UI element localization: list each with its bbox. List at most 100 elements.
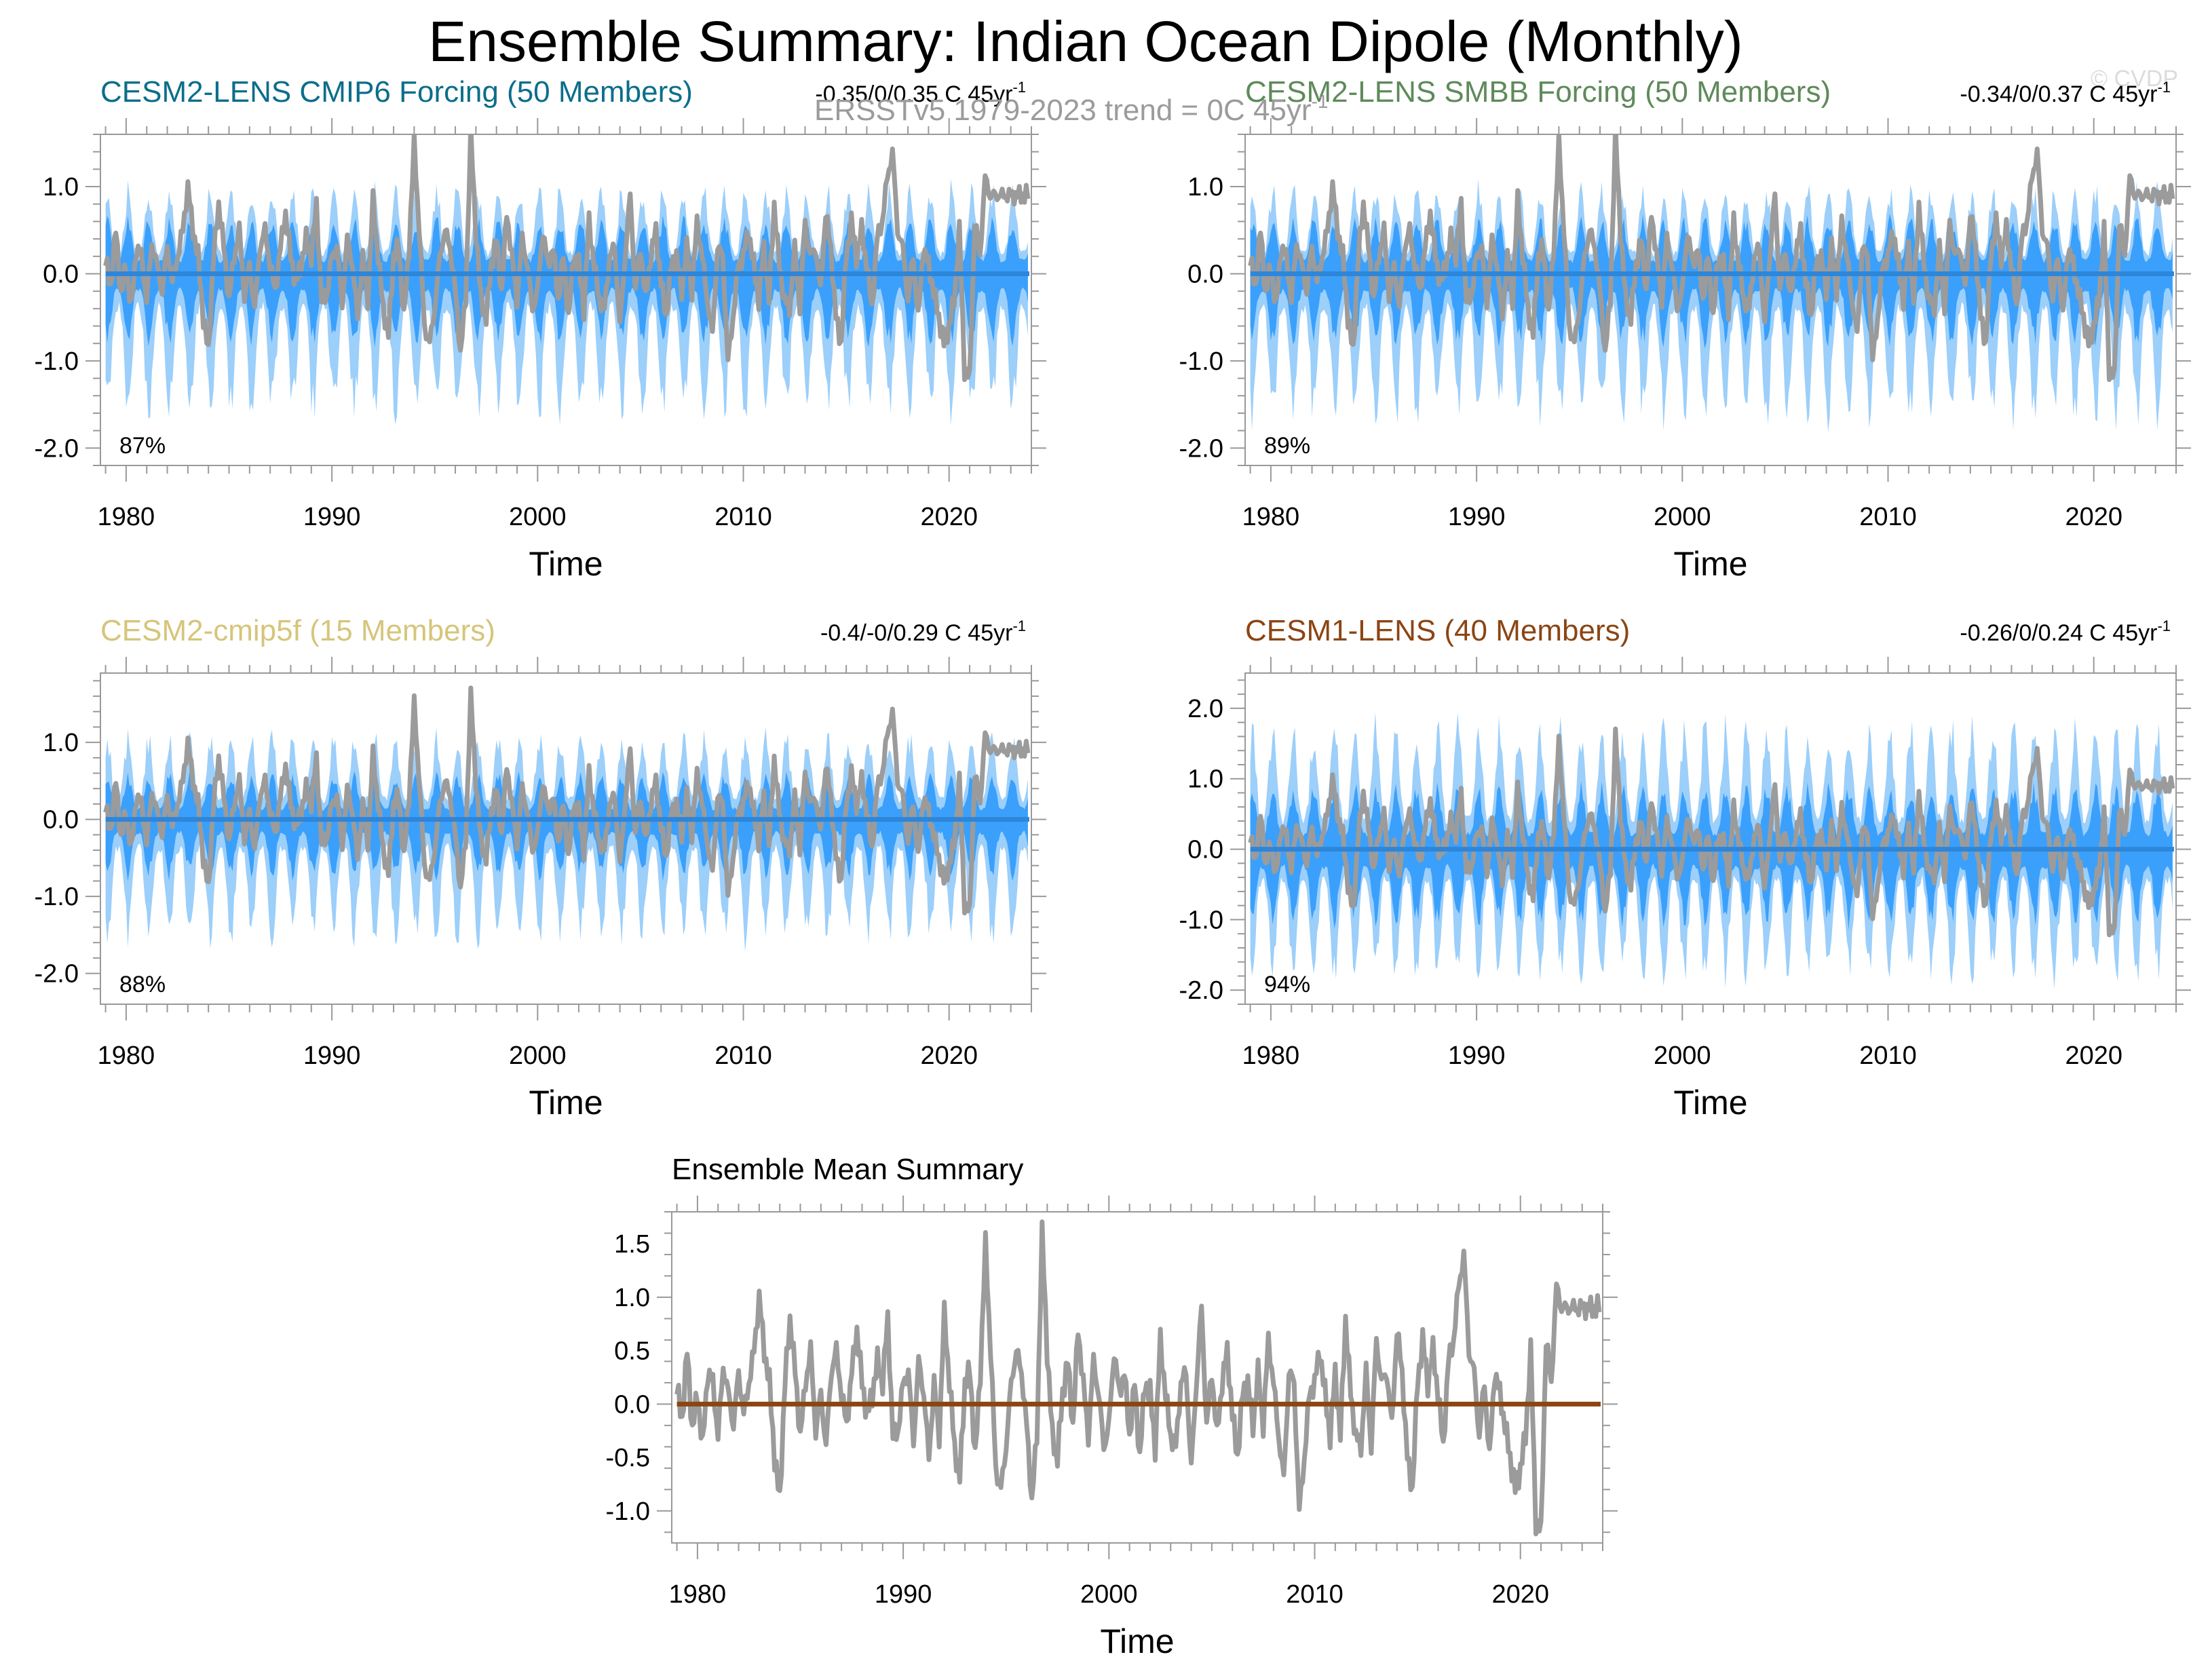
trend-range: -0.35/0/0.35 C 45yr-1 — [815, 79, 1026, 107]
y-tick-label: -1.0 — [1179, 347, 1223, 376]
x-tick-label: 2000 — [1654, 1042, 1711, 1070]
percent-label: 89% — [1264, 433, 1310, 459]
y-tick-label: 2.0 — [1187, 695, 1223, 723]
trend-range-exponent: -1 — [2157, 79, 2171, 96]
x-tick-label: 1990 — [303, 503, 361, 531]
y-tick-label: -2.0 — [35, 960, 79, 989]
trend-range-text: -0.26/0/0.24 C 45yr — [1960, 620, 2157, 646]
panel-p3: -2.0 -1.0 0.0 1.0 1980 1990 2000 2010 2020 Time CE… — [35, 614, 1046, 1122]
series-obs-line — [103, 134, 1031, 383]
panel-p4: -2.0 -1.0 0.0 1.0 2.0 1980 1990 2000 2010 2020 Tim… — [1179, 614, 2191, 1122]
x-axis-label: Time — [1673, 1084, 1747, 1122]
panel-title: CESM2-LENS CMIP6 Forcing (50 Members) — [100, 75, 693, 109]
trend-range-exponent: -1 — [1012, 617, 1026, 634]
obs-trend-note: ERSSTv5 1979-2023 trend = 0C 45yr-1 — [814, 91, 1328, 127]
x-tick-label: 2010 — [1859, 503, 1917, 531]
y-tick-label: -1.0 — [606, 1497, 650, 1526]
panel-p1: -2.0 -1.0 0.0 1.0 1980 1990 2000 2010 2020 Time CE… — [35, 75, 1046, 583]
x-tick-label: 2000 — [509, 503, 567, 531]
y-tick-label: 0.0 — [614, 1390, 650, 1419]
panel-title: CESM2-cmip5f (15 Members) — [100, 614, 495, 647]
series-obs-line — [1248, 726, 2175, 938]
x-axis-label: Time — [529, 545, 603, 583]
y-tick-label: 1.0 — [43, 173, 79, 202]
x-tick-label: 2010 — [1859, 1042, 1917, 1070]
plot-frame — [1244, 134, 2177, 466]
x-tick-label: 2000 — [1080, 1580, 1138, 1609]
trend-range: -0.34/0/0.37 C 45yr-1 — [1960, 79, 2171, 107]
y-tick-label: 0.0 — [1187, 836, 1223, 864]
panel-title: CESM2-LENS SMBB Forcing (50 Members) — [1245, 75, 1831, 109]
plot-area — [103, 134, 1031, 425]
trend-range: -0.4/-0/0.29 C 45yr-1 — [820, 617, 1026, 646]
y-tick-label: -1.0 — [35, 883, 79, 911]
x-tick-label: 2020 — [920, 503, 978, 531]
series-obs-line — [103, 685, 1031, 916]
x-tick-label: 2020 — [2065, 503, 2122, 531]
trend-range: -0.26/0/0.24 C 45yr-1 — [1960, 617, 2171, 646]
plot-frame — [1244, 672, 2177, 1005]
x-tick-label: 2000 — [509, 1042, 567, 1070]
plot-area — [674, 1219, 1602, 1537]
y-tick-label: -1.0 — [35, 347, 79, 376]
x-tick-label: 2020 — [2065, 1042, 2122, 1070]
panel-title: CESM1-LENS (40 Members) — [1245, 614, 1630, 647]
obs-trend-exponent: -1 — [1312, 91, 1329, 112]
y-tick-label: 1.5 — [614, 1230, 650, 1259]
x-tick-label: 1990 — [875, 1580, 932, 1609]
y-tick-label: 1.0 — [43, 729, 79, 757]
y-tick-label: 0.0 — [43, 260, 79, 288]
plot-area — [1248, 712, 2175, 989]
x-tick-label: 2020 — [920, 1042, 978, 1070]
y-tick-label: 0.5 — [614, 1337, 650, 1366]
figure-title: Ensemble Summary: Indian Ocean Dipole (M… — [428, 9, 1743, 73]
trend-range-text: -0.4/-0/0.29 C 45yr — [820, 620, 1012, 646]
copyright-watermark: © CVDP — [2091, 66, 2178, 92]
x-tick-label: 1990 — [303, 1042, 361, 1070]
percent-label: 87% — [119, 433, 166, 459]
y-tick-label: 0.0 — [43, 806, 79, 835]
x-tick-label: 1980 — [669, 1580, 727, 1609]
y-tick-label: -0.5 — [606, 1444, 650, 1472]
y-tick-label: -2.0 — [1179, 434, 1223, 463]
plot-frame — [671, 1211, 1603, 1544]
y-tick-label: 0.0 — [1187, 260, 1223, 288]
series-obs-line — [674, 1219, 1602, 1537]
x-tick-label: 2000 — [1654, 503, 1711, 531]
x-tick-label: 1980 — [1242, 1042, 1300, 1070]
obs-trend-text: ERSSTv5 1979-2023 trend = 0C 45yr — [814, 94, 1312, 127]
plot-frame — [100, 672, 1032, 1005]
x-tick-label: 1990 — [1448, 503, 1506, 531]
x-tick-label: 1980 — [1242, 503, 1300, 531]
x-axis-label: Time — [529, 1084, 603, 1122]
plot-area — [103, 685, 1031, 952]
panel-title: Ensemble Mean Summary — [672, 1153, 1023, 1186]
x-axis-label: Time — [1100, 1622, 1174, 1660]
trend-range-exponent: -1 — [1012, 79, 1026, 96]
panel-p2: -2.0 -1.0 0.0 1.0 1980 1990 2000 2010 2020 Time CE… — [1179, 75, 2191, 583]
trend-range-exponent: -1 — [2157, 617, 2171, 634]
x-tick-label: 1980 — [98, 503, 155, 531]
series-obs-line — [1248, 134, 2175, 383]
x-tick-label: 2010 — [715, 1042, 772, 1070]
x-tick-label: 2010 — [1286, 1580, 1344, 1609]
trend-range-text: -0.35/0/0.35 C 45yr — [815, 81, 1012, 107]
plot-area — [1248, 134, 2175, 433]
y-tick-label: -1.0 — [1179, 906, 1223, 934]
y-tick-label: 1.0 — [1187, 765, 1223, 794]
y-tick-label: 1.0 — [614, 1284, 650, 1312]
percent-label: 88% — [119, 972, 166, 997]
percent-label: 94% — [1264, 972, 1310, 997]
trend-range-text: -0.34/0/0.37 C 45yr — [1960, 81, 2157, 107]
y-tick-label: -2.0 — [1179, 976, 1223, 1005]
x-tick-label: 1980 — [98, 1042, 155, 1070]
panel-p5: -1.0 -0.5 0.0 0.5 1.0 1.5 1980 1990 2000 2010 2020… — [606, 1153, 1618, 1660]
y-tick-label: -2.0 — [35, 434, 79, 463]
x-axis-label: Time — [1673, 545, 1747, 583]
x-tick-label: 2010 — [715, 503, 772, 531]
y-tick-label: 1.0 — [1187, 173, 1223, 202]
plot-frame — [100, 134, 1032, 466]
x-tick-label: 1990 — [1448, 1042, 1506, 1070]
x-tick-label: 2020 — [1491, 1580, 1549, 1609]
